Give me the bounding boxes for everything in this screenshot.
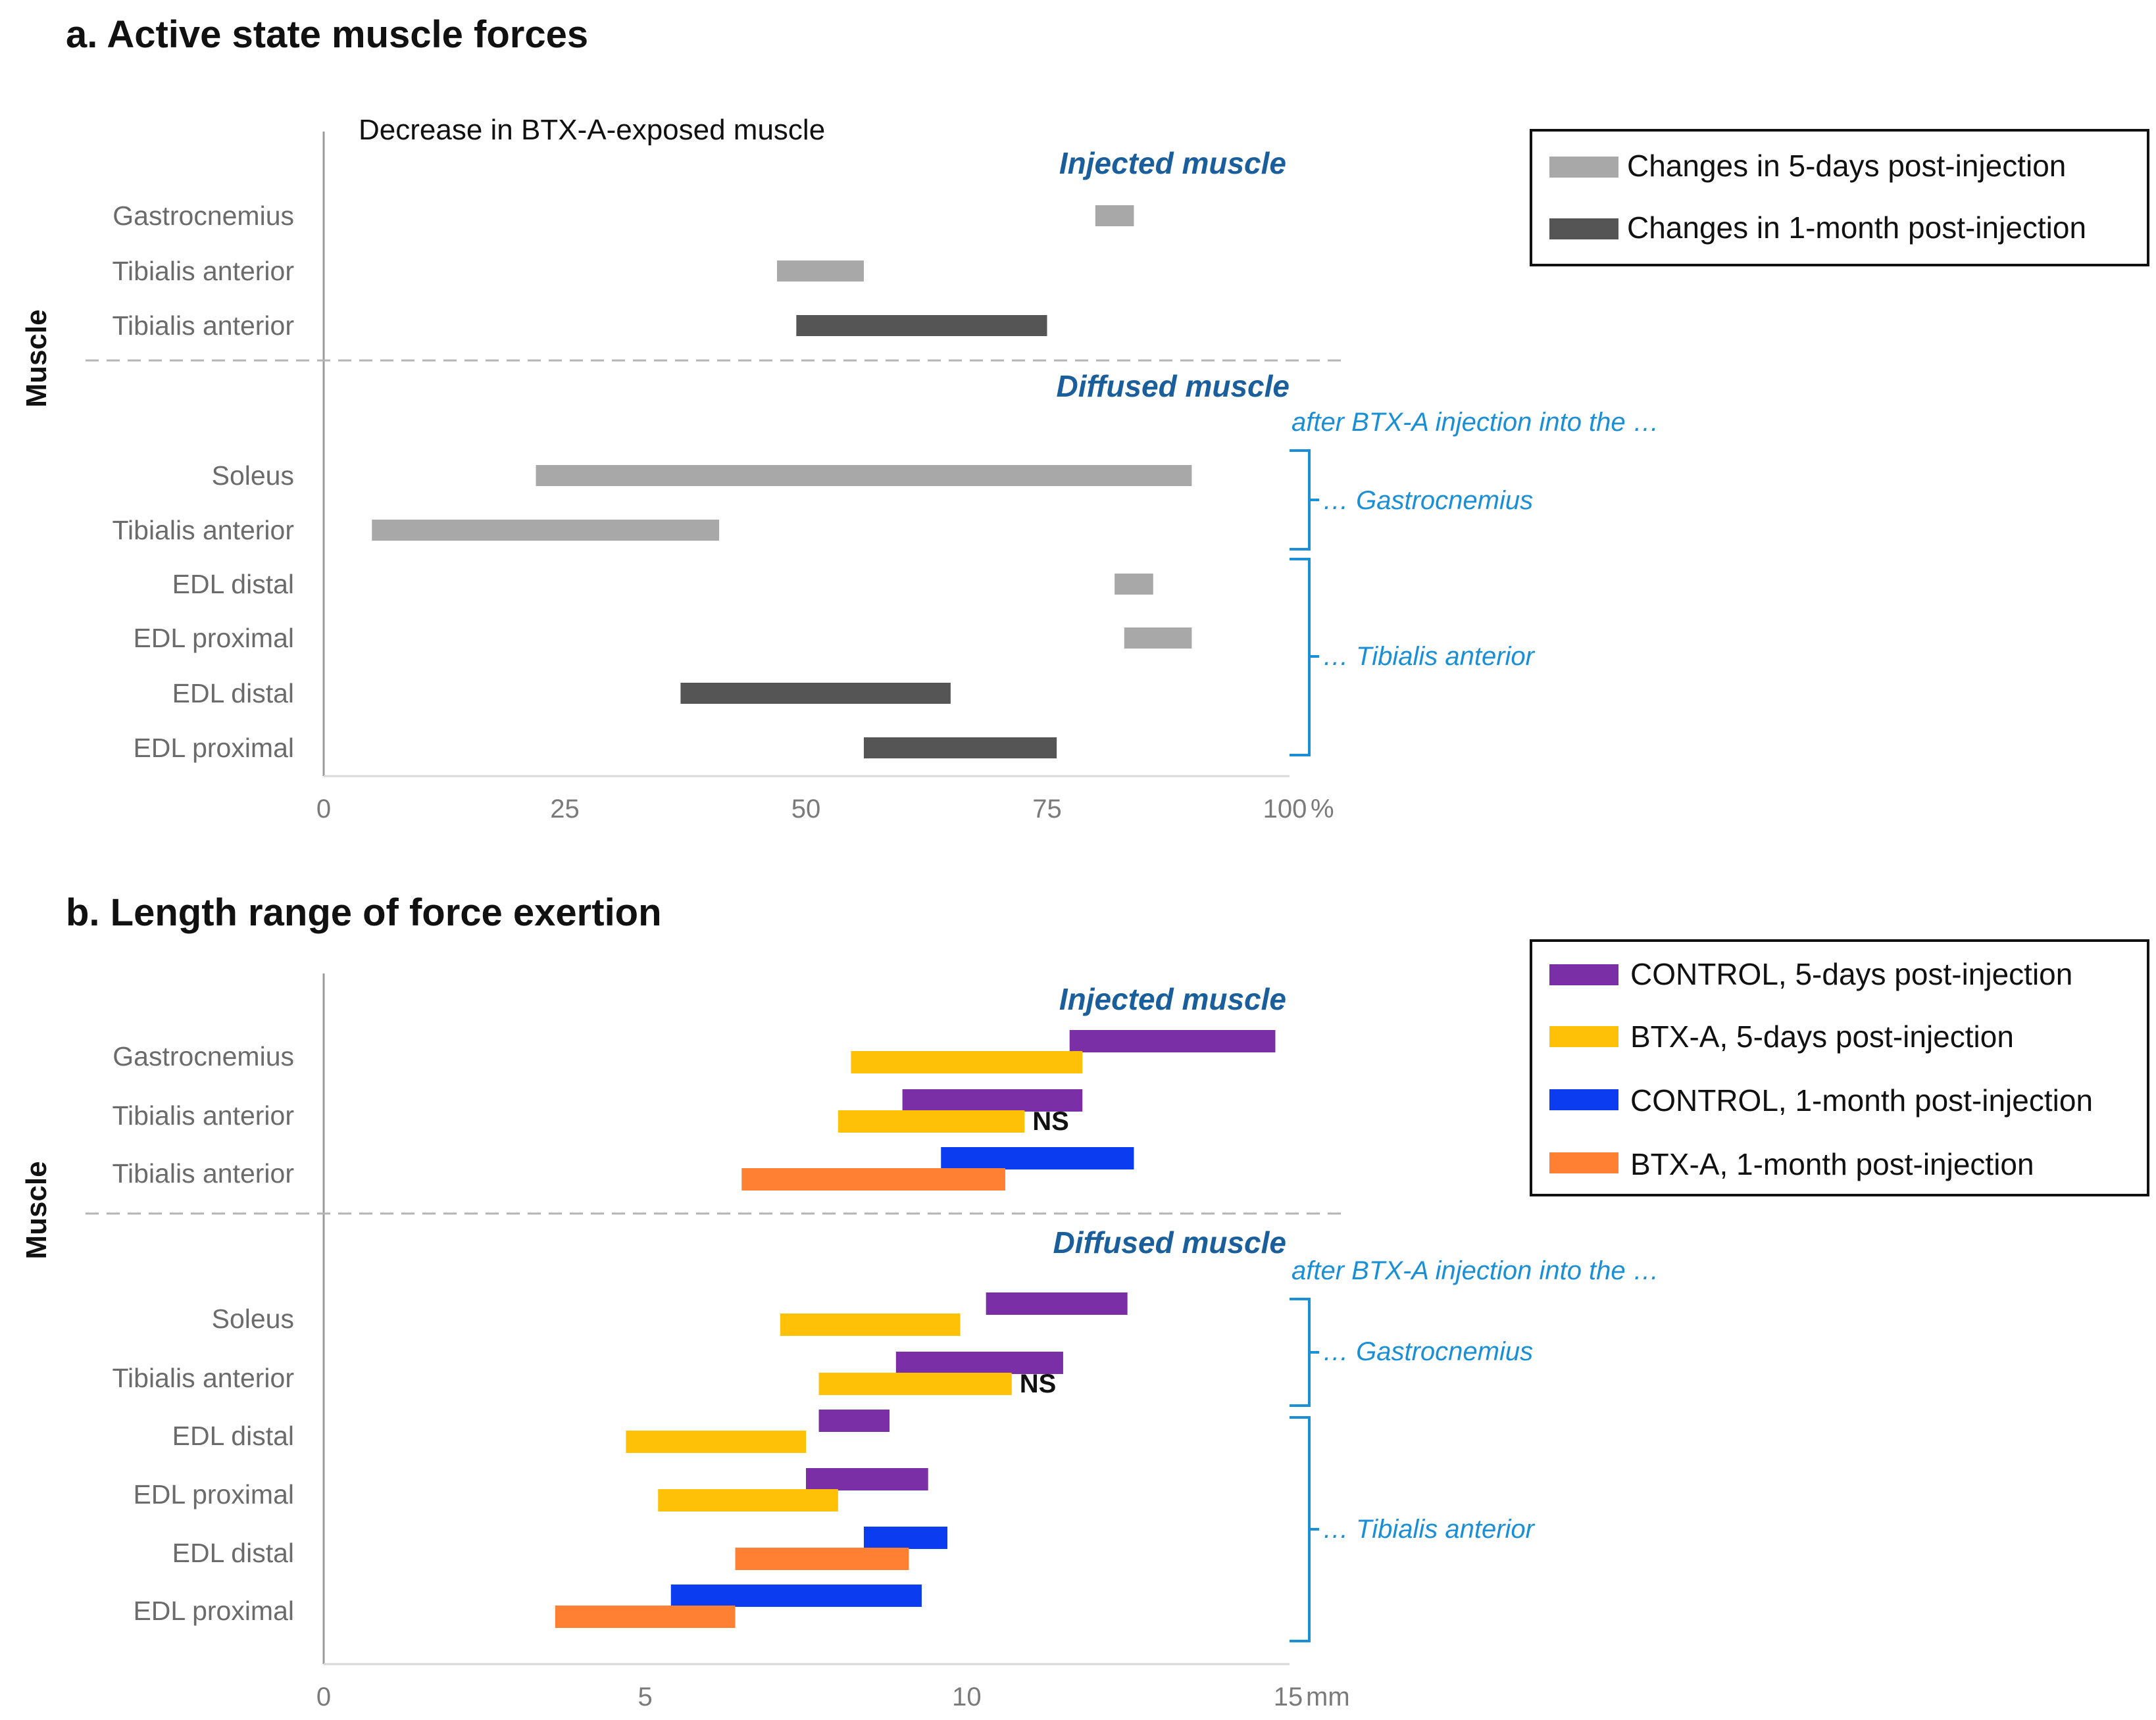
panel-b-bar <box>1069 1030 1276 1052</box>
panel-a-title: a. Active state muscle forces <box>66 13 588 56</box>
panel-b-bar <box>741 1168 1005 1191</box>
panel-b-bar <box>941 1147 1134 1169</box>
panel-a-bar <box>1095 205 1134 226</box>
panel-b-bar <box>780 1314 961 1336</box>
panel-b-bracket-tibialis <box>1290 1416 1319 1642</box>
panel-b-category-label: Tibialis anterior <box>113 1100 294 1131</box>
panel-a-bracket-gastrocnemius-label: … Gastrocnemius <box>1322 486 1533 515</box>
panel-b-bar <box>670 1585 922 1607</box>
panel-b-ns-label: NS <box>1032 1107 1069 1136</box>
panel-b-bar <box>986 1292 1128 1315</box>
panel-a-x-tick: 50 <box>791 795 821 823</box>
panel-b-category-label: EDL proximal <box>133 1596 294 1626</box>
panel-a: a. Active state muscle forces Decrease i… <box>20 13 2149 823</box>
panel-a-bar <box>536 465 1192 486</box>
panel-a-category-label: Gastrocnemius <box>113 201 294 231</box>
panel-a-y-axis-label: Muscle <box>20 309 53 407</box>
panel-b-bracket-gastrocnemius-label: … Gastrocnemius <box>1322 1337 1533 1366</box>
panel-b-x-tick: 0 <box>316 1683 331 1711</box>
panel-b-x-tick: 10 <box>952 1683 982 1711</box>
panel-a-category-label: EDL distal <box>172 569 294 599</box>
panel-a-category-label: EDL proximal <box>133 733 294 763</box>
panel-b-bar <box>555 1606 736 1628</box>
panel-a-legend-box <box>1530 129 2149 266</box>
panel-a-x-tick: 75 <box>1032 795 1062 823</box>
panel-b-category-label: Tibialis anterior <box>113 1158 294 1189</box>
panel-b-bar <box>895 1352 1063 1374</box>
panel-a-legend: Changes in 5-days post-injection Changes… <box>1530 129 2149 266</box>
panel-b-legend-swatch-btxa-1m <box>1549 1152 1618 1173</box>
panel-b-category-label: EDL distal <box>172 1421 294 1451</box>
panel-a-category-label: Tibialis anterior <box>113 256 294 286</box>
panel-a-bracket-gastrocnemius <box>1290 449 1319 551</box>
panel-a-legend-swatch-1m <box>1549 218 1618 239</box>
panel-b-ns-label: NS <box>1020 1369 1057 1398</box>
panel-b-bar <box>851 1051 1083 1073</box>
panel-a-diffused-label: Diffused muscle <box>1057 369 1290 403</box>
panel-a-legend-1m: Changes in 1-month post-injection <box>1627 210 2086 245</box>
panel-a-category-label: Soleus <box>212 460 294 491</box>
panel-b-bar <box>735 1548 909 1570</box>
panel-a-bar <box>796 315 1047 336</box>
panel-b-bar <box>658 1489 838 1511</box>
panel-a-bar <box>777 260 864 282</box>
panel-a-legend-5d: Changes in 5-days post-injection <box>1627 149 2066 183</box>
panel-a-category-label: Tibialis anterior <box>113 310 294 341</box>
panel-b-x-tick: 5 <box>638 1683 653 1711</box>
panel-b-x-tick: 15 <box>1274 1683 1303 1711</box>
panel-b-category-label: Soleus <box>212 1304 294 1334</box>
panel-a-bar <box>1115 574 1153 595</box>
panel-b-bar <box>806 1468 928 1490</box>
panel-b-legend-btxa-1m: BTX-A, 1-month post-injection <box>1630 1147 2034 1181</box>
panel-b-legend-control-1m: CONTROL, 1-month post-injection <box>1630 1083 2093 1118</box>
panel-a-bracket-tibialis <box>1290 558 1319 756</box>
panel-b-y-axis-label: Muscle <box>20 1161 53 1259</box>
panel-a-bar <box>372 520 720 541</box>
panel-a-category-label: EDL proximal <box>133 623 294 653</box>
panel-b-category-label: EDL proximal <box>133 1479 294 1510</box>
panel-a-bar <box>863 737 1057 758</box>
panel-a-x-unit: % <box>1311 795 1334 823</box>
panel-b-after-text: after BTX-A injection into the … <box>1291 1256 1659 1285</box>
panel-a-annotation: Decrease in BTX-A-exposed muscle <box>359 114 825 146</box>
panel-b-legend-swatch-btxa-5d <box>1549 1026 1618 1047</box>
panel-b-category-label: EDL distal <box>172 1538 294 1568</box>
panel-a-legend-swatch-5d <box>1549 157 1618 178</box>
panel-b-bar <box>863 1527 948 1549</box>
panel-b-bar <box>818 1373 1012 1395</box>
panel-b-legend: CONTROL, 5-days post-injection BTX-A, 5-… <box>1530 939 2149 1196</box>
panel-a-bar <box>680 683 951 704</box>
panel-a-category-label: EDL distal <box>172 678 294 708</box>
panel-b-legend-btxa-5d: BTX-A, 5-days post-injection <box>1630 1020 2014 1054</box>
panel-b-bar <box>902 1089 1083 1112</box>
panel-a-x-tick: 0 <box>316 795 331 823</box>
panel-a-bar <box>1124 627 1192 649</box>
panel-a-injected-label: Injected muscle <box>1059 146 1286 180</box>
panel-b-x-unit: mm <box>1306 1683 1350 1711</box>
panel-b-bracket-tibialis-label: … Tibialis anterior <box>1322 1515 1536 1544</box>
panel-b-category-label: Gastrocnemius <box>113 1041 294 1071</box>
panel-b-diffused-label: Diffused muscle <box>1053 1225 1286 1260</box>
panel-b-bar <box>626 1431 806 1453</box>
panel-a-category-label: Tibialis anterior <box>113 515 294 545</box>
panel-b-injected-label: Injected muscle <box>1059 982 1286 1016</box>
panel-a-after-text: after BTX-A injection into the … <box>1291 408 1659 437</box>
panel-a-bracket-tibialis-label: … Tibialis anterior <box>1322 642 1536 671</box>
panel-b-title: b. Length range of force exertion <box>66 891 662 934</box>
panel-b-legend-control-5d: CONTROL, 5-days post-injection <box>1630 957 2072 991</box>
panel-b-bracket-gastrocnemius <box>1290 1298 1319 1407</box>
panel-a-x-tick: 25 <box>550 795 580 823</box>
panel-b-legend-swatch-control-1m <box>1549 1089 1618 1110</box>
panel-b-legend-box <box>1530 939 2149 1196</box>
panel-b-bar <box>838 1110 1025 1133</box>
panel-b-bar <box>818 1410 890 1432</box>
panel-b-legend-swatch-control-5d <box>1549 964 1618 985</box>
panel-b-category-label: Tibialis anterior <box>113 1363 294 1393</box>
panel-a-x-tick: 100 <box>1263 795 1307 823</box>
panel-b: b. Length range of force exertion Muscle… <box>20 891 2149 1711</box>
